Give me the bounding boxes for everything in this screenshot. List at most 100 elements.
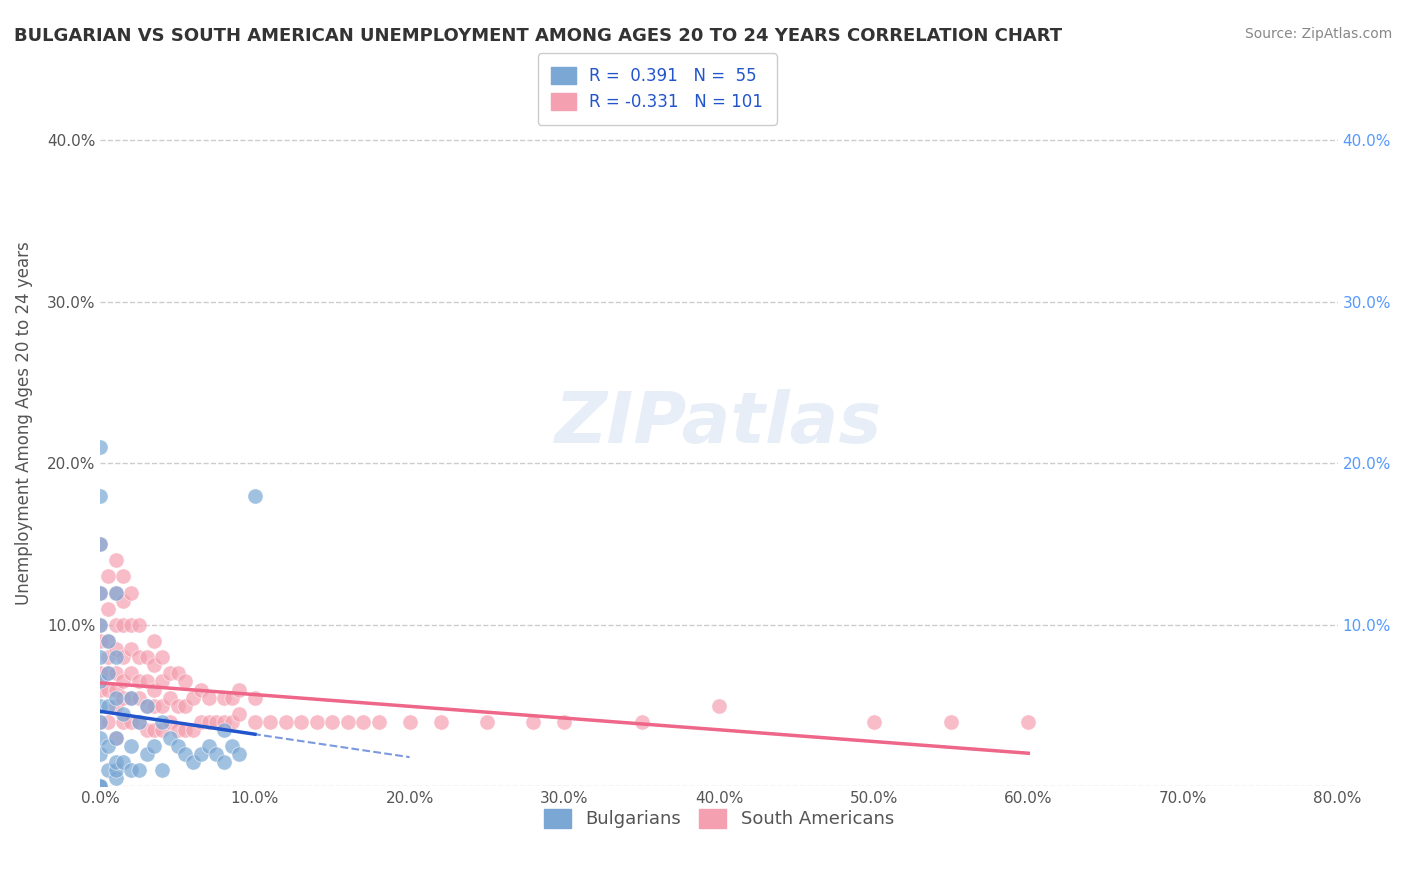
Point	[862, 714, 884, 729]
Point	[112, 650, 135, 665]
Point	[143, 634, 166, 648]
Point	[475, 714, 498, 729]
Point	[128, 714, 150, 729]
Point	[104, 553, 127, 567]
Point	[89, 731, 111, 745]
Point	[89, 634, 111, 648]
Point	[89, 780, 111, 794]
Point	[128, 714, 150, 729]
Point	[112, 756, 135, 770]
Point	[89, 650, 111, 665]
Point	[97, 602, 120, 616]
Point	[112, 690, 135, 705]
Point	[243, 690, 266, 705]
Point	[707, 698, 730, 713]
Point	[159, 731, 181, 745]
Point	[89, 698, 111, 713]
Point	[89, 780, 111, 794]
Point	[104, 618, 127, 632]
Legend: Bulgarians, South Americans: Bulgarians, South Americans	[537, 802, 901, 836]
Point	[150, 650, 173, 665]
Point	[120, 690, 142, 705]
Point	[181, 723, 204, 737]
Point	[205, 714, 228, 729]
Point	[1017, 714, 1039, 729]
Point	[89, 674, 111, 689]
Point	[89, 714, 111, 729]
Point	[112, 569, 135, 583]
Point	[120, 585, 142, 599]
Point	[166, 723, 188, 737]
Point	[120, 618, 142, 632]
Point	[104, 690, 127, 705]
Point	[104, 698, 127, 713]
Point	[228, 747, 250, 761]
Point	[89, 780, 111, 794]
Point	[336, 714, 359, 729]
Point	[159, 690, 181, 705]
Point	[128, 690, 150, 705]
Point	[97, 569, 120, 583]
Point	[104, 650, 127, 665]
Point	[259, 714, 281, 729]
Point	[166, 739, 188, 753]
Point	[212, 714, 235, 729]
Point	[135, 650, 157, 665]
Point	[939, 714, 962, 729]
Point	[128, 764, 150, 778]
Point	[97, 714, 120, 729]
Point	[553, 714, 575, 729]
Point	[89, 666, 111, 681]
Point	[274, 714, 297, 729]
Point	[150, 714, 173, 729]
Point	[135, 698, 157, 713]
Point	[97, 764, 120, 778]
Point	[89, 780, 111, 794]
Text: Source: ZipAtlas.com: Source: ZipAtlas.com	[1244, 27, 1392, 41]
Point	[89, 780, 111, 794]
Point	[112, 618, 135, 632]
Point	[120, 690, 142, 705]
Point	[89, 747, 111, 761]
Y-axis label: Unemployment Among Ages 20 to 24 years: Unemployment Among Ages 20 to 24 years	[15, 241, 32, 605]
Point	[205, 747, 228, 761]
Point	[197, 714, 219, 729]
Point	[89, 780, 111, 794]
Point	[221, 739, 243, 753]
Point	[143, 658, 166, 673]
Point	[367, 714, 389, 729]
Point	[190, 747, 212, 761]
Point	[97, 666, 120, 681]
Point	[135, 698, 157, 713]
Point	[143, 739, 166, 753]
Point	[221, 690, 243, 705]
Point	[221, 714, 243, 729]
Point	[128, 650, 150, 665]
Point	[159, 714, 181, 729]
Point	[212, 756, 235, 770]
Text: ZIPatlas: ZIPatlas	[555, 389, 883, 458]
Point	[190, 714, 212, 729]
Point	[150, 764, 173, 778]
Point	[174, 723, 197, 737]
Point	[89, 780, 111, 794]
Point	[630, 714, 652, 729]
Point	[120, 764, 142, 778]
Point	[190, 682, 212, 697]
Point	[104, 585, 127, 599]
Point	[89, 618, 111, 632]
Point	[89, 618, 111, 632]
Point	[112, 706, 135, 721]
Point	[112, 674, 135, 689]
Point	[120, 642, 142, 657]
Point	[150, 698, 173, 713]
Point	[89, 780, 111, 794]
Point	[135, 723, 157, 737]
Point	[212, 723, 235, 737]
Point	[197, 739, 219, 753]
Point	[120, 739, 142, 753]
Point	[135, 674, 157, 689]
Point	[181, 756, 204, 770]
Point	[97, 739, 120, 753]
Point	[89, 780, 111, 794]
